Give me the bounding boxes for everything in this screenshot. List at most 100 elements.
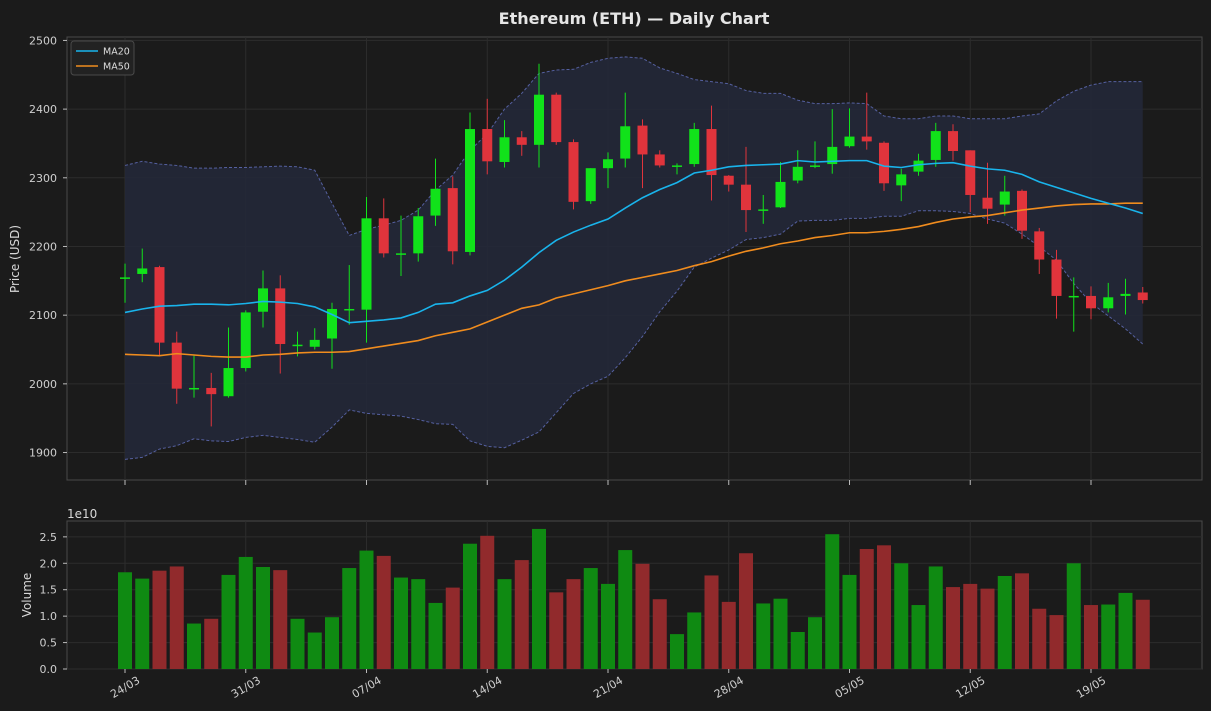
candle-down — [637, 125, 648, 155]
candle-down — [654, 154, 665, 166]
candle-down — [741, 184, 751, 211]
candle-down — [706, 129, 717, 176]
volume-tick-label: 2.5 — [40, 531, 58, 544]
volume-bar-down — [152, 570, 167, 669]
candle-down — [861, 136, 872, 142]
candle-up — [827, 146, 838, 165]
volume-bar-up — [394, 577, 408, 669]
price-tick-label: 2100 — [29, 309, 57, 322]
volume-x-tick-label: 28/04 — [712, 674, 746, 701]
ma20-line — [124, 159, 1143, 324]
candles — [120, 63, 1148, 427]
volume-bar-up — [583, 568, 598, 669]
candle-up — [327, 308, 337, 339]
candle-up — [1068, 295, 1079, 298]
volume-bar-down — [514, 560, 529, 669]
volume-bar-down — [1015, 573, 1029, 669]
band-lower — [124, 210, 1144, 460]
candle-up — [120, 277, 130, 279]
candle-up — [344, 308, 355, 311]
volume-bar-up — [825, 534, 840, 669]
volume-bar-down — [946, 587, 960, 669]
volume-bar-down — [721, 601, 736, 669]
candle-down — [171, 342, 182, 389]
volume-bar-down — [635, 563, 650, 669]
candle-up — [620, 126, 631, 159]
volume-bar-down — [169, 566, 184, 669]
volume-bar-down — [963, 583, 978, 669]
candle-down — [879, 142, 889, 184]
candle-up — [361, 218, 372, 310]
volume-bar-up — [1066, 563, 1081, 669]
candle-up — [309, 339, 320, 347]
volume-bar-up — [894, 563, 909, 669]
volume-bar-up — [773, 598, 788, 669]
volume-bar-up — [463, 543, 477, 669]
volume-bar-down — [445, 587, 460, 669]
volume-bar-down — [1135, 599, 1150, 669]
volume-x-tick-label: 24/03 — [108, 674, 142, 701]
legend: MA20 MA50 — [70, 40, 135, 76]
volume-bar-down — [980, 588, 995, 669]
candle-up — [137, 268, 148, 274]
price-tick-label: 2000 — [29, 378, 57, 391]
volume-bar-up — [118, 572, 132, 669]
candle-down — [154, 267, 165, 343]
volume-bar-up — [221, 574, 236, 669]
volume-bar-up — [428, 602, 443, 669]
candle-up — [396, 253, 406, 255]
ma50-line — [124, 202, 1143, 358]
volume-bar-up — [359, 550, 374, 669]
candle-up — [896, 174, 907, 186]
volume-bar-down — [704, 575, 719, 669]
volume-bar-up — [411, 579, 426, 669]
candle-up — [930, 131, 941, 160]
candle-down — [982, 197, 993, 209]
volume-tick-label: 2.0 — [40, 557, 58, 570]
volume-bar-up — [911, 605, 926, 669]
candle-down — [482, 129, 493, 162]
candle-down — [965, 150, 976, 195]
volume-bar-down — [739, 553, 753, 669]
price-y-ticks: 1900 2000 2100 2200 2300 2400 2500 — [29, 34, 67, 460]
volume-bar-down — [480, 535, 495, 669]
volume-bar-up — [687, 612, 702, 669]
candle-up — [1103, 297, 1114, 309]
candle-up — [465, 129, 475, 252]
volume-exponent: 1e10 — [67, 507, 97, 521]
candle-up — [1120, 293, 1131, 296]
price-tick-label: 2300 — [29, 172, 57, 185]
candle-down — [206, 387, 217, 395]
volume-bar-up — [307, 632, 322, 669]
candle-down — [568, 142, 579, 202]
volume-bar-up — [532, 528, 546, 669]
chart-title: Ethereum (ETH) — Daily Chart — [499, 9, 770, 28]
candle-down — [723, 175, 734, 185]
volume-bar-up — [497, 579, 512, 669]
volume-bar-up — [1101, 604, 1116, 669]
volume-bar-up — [808, 617, 822, 669]
volume-x-ticks: 24/03 31/03 07/04 14/04 21/04 28/04 05/05 12/05… — [108, 669, 1108, 701]
candle-up — [775, 181, 786, 208]
candle-up — [913, 160, 924, 172]
volume-x-tick-label: 12/05 — [954, 674, 988, 701]
volume-bar-up — [601, 583, 615, 669]
volume-bar-down — [566, 579, 581, 669]
volume-bar-up — [256, 566, 270, 669]
volume-bar-up — [618, 550, 633, 669]
volume-bar-down — [376, 555, 391, 669]
volume-tick-label: 1.5 — [40, 584, 58, 597]
legend-ma20: MA20 — [103, 47, 130, 58]
volume-y-ticks: 0.0 0.5 1.0 1.5 2.0 2.5 — [40, 531, 67, 676]
candle-down — [1137, 292, 1148, 301]
volume-y-label: Volume — [20, 573, 34, 618]
candle-down — [1086, 295, 1096, 309]
candle-up — [240, 312, 251, 369]
volume-bar-up — [238, 556, 253, 669]
volume-bar-down — [1049, 615, 1064, 669]
price-tick-label: 2400 — [29, 103, 57, 116]
volume-x-tick-label: 31/03 — [229, 674, 263, 701]
volume-bar-up — [790, 632, 805, 669]
volume-tick-label: 1.0 — [40, 610, 58, 623]
volume-bar-down — [652, 599, 667, 669]
